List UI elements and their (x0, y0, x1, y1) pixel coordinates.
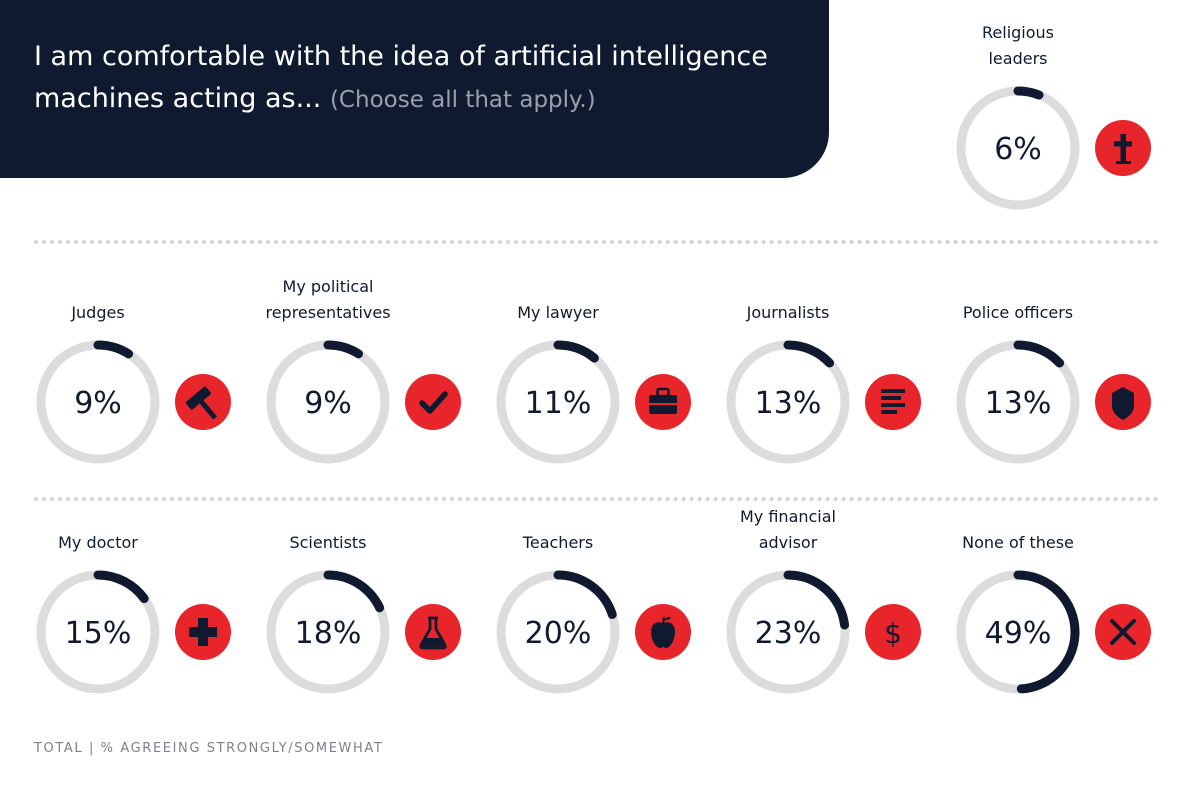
apple-icon (635, 604, 691, 660)
value-label: 11% (525, 386, 592, 421)
donut-ring: 15% (36, 570, 160, 694)
item-teachers: Teachers 20% (494, 498, 734, 698)
item-judges: Judges 9% (34, 268, 274, 468)
category-label: Teachers (522, 533, 594, 552)
donut-ring: 23% (726, 570, 850, 694)
category-label: None of these (962, 533, 1074, 552)
x-icon (1095, 604, 1151, 660)
value-label: 23% (755, 616, 822, 651)
chart-title: I am comfortable with the idea of artifi… (34, 36, 814, 121)
category-label: My financial advisor (739, 507, 836, 552)
value-arc (726, 340, 850, 464)
category-label: My doctor (58, 533, 138, 552)
value-label: 9% (74, 386, 122, 421)
category-label: My political representatives (265, 277, 391, 322)
category-label: Scientists (289, 533, 367, 552)
item-my-doctor: My doctor 15% (34, 498, 274, 698)
value-arc (266, 340, 390, 464)
item-police-officers: Police officers 13% (954, 268, 1189, 468)
value-arc (496, 570, 620, 694)
value-label: 9% (304, 386, 352, 421)
briefcase-icon (635, 374, 691, 430)
item-my-lawyer: My lawyer 11% (494, 268, 734, 468)
donut-ring: 13% (956, 340, 1080, 464)
donut-ring: 9% (266, 340, 390, 464)
value-arc (36, 340, 160, 464)
donut-ring: 49% (956, 570, 1080, 694)
category-label: Judges (71, 303, 125, 322)
donut-ring: 18% (266, 570, 390, 694)
value-arc (956, 570, 1080, 694)
item-my-political-representatives: My political representatives 9% (264, 268, 504, 468)
value-arc (956, 340, 1080, 464)
category-label: Religious leaders (982, 23, 1054, 68)
value-label: 20% (525, 616, 592, 651)
category-label: My lawyer (517, 303, 599, 322)
item-religious-leaders: Religious leaders 6% (954, 14, 1189, 214)
footer-note: TOTAL | % AGREEING STRONGLY/SOMEWHAT (34, 741, 384, 756)
medical-cross-icon (175, 604, 231, 660)
dollar-icon: $ (865, 604, 921, 660)
item-journalists: Journalists 13% (724, 268, 964, 468)
header-banner: I am comfortable with the idea of artifi… (0, 0, 829, 178)
donut-ring: 11% (496, 340, 620, 464)
value-arc (956, 86, 1080, 210)
value-label: 15% (65, 616, 132, 651)
value-arc (36, 570, 160, 694)
donut-ring: 6% (956, 86, 1080, 210)
category-label: Police officers (962, 303, 1074, 322)
item-my-financial-advisor: My financial advisor 23% $ (724, 498, 964, 698)
value-arc (726, 570, 850, 694)
item-scientists: Scientists 18% (264, 498, 504, 698)
value-arc (266, 570, 390, 694)
value-label: 49% (985, 616, 1052, 651)
svg-text:$: $ (884, 617, 902, 650)
dotted-divider-bottom (34, 497, 1159, 501)
category-label: Journalists (746, 303, 830, 322)
donut-ring: 20% (496, 570, 620, 694)
item-none-of-these: None of these 49% (954, 498, 1189, 698)
value-label: 13% (985, 386, 1052, 421)
value-label: 18% (295, 616, 362, 651)
gavel-icon (175, 374, 231, 430)
title-subtitle: (Choose all that apply.) (329, 87, 596, 113)
flask-icon (405, 604, 461, 660)
title-text: I am comfortable with the idea of artifi… (34, 41, 768, 114)
value-arc (496, 340, 620, 464)
donut-ring: 13% (726, 340, 850, 464)
donut-ring: 9% (36, 340, 160, 464)
badge-shield-icon (1095, 374, 1151, 430)
newspaper-icon (865, 374, 921, 430)
dotted-divider-top (34, 240, 1159, 244)
value-label: 6% (994, 132, 1042, 167)
cross-icon (1095, 120, 1151, 176)
checkmark-icon (405, 374, 461, 430)
value-label: 13% (755, 386, 822, 421)
